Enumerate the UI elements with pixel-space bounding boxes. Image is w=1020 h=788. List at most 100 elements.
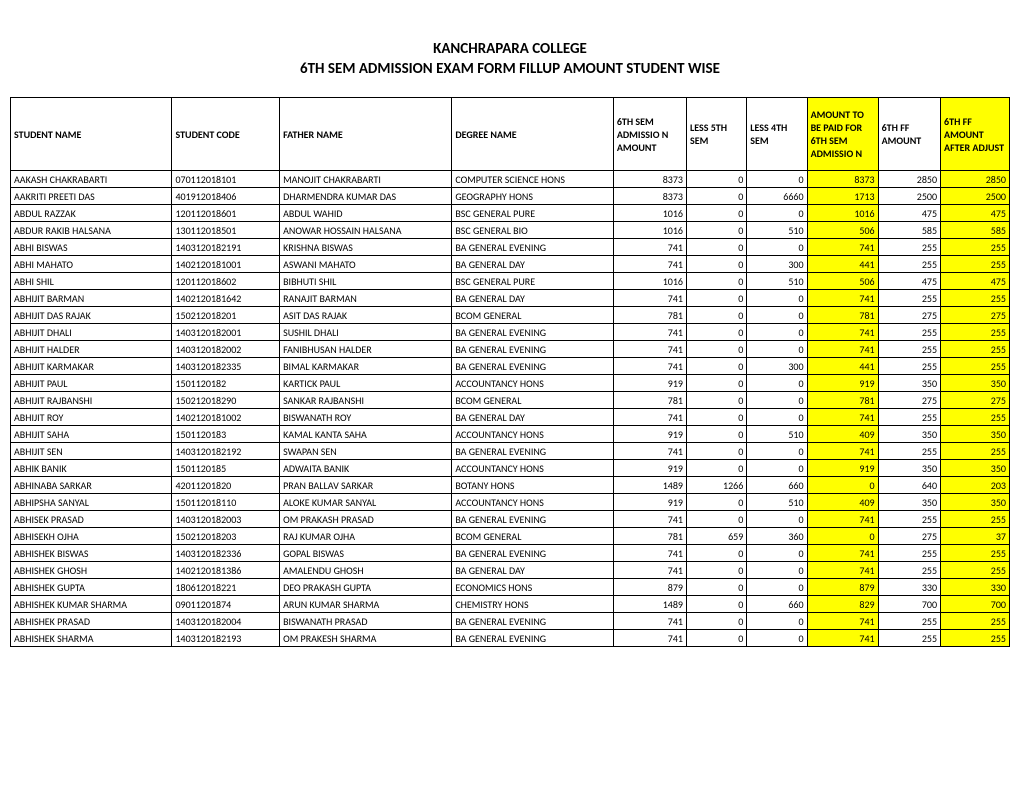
table-cell: ABHIJIT SAHA: [11, 426, 172, 443]
table-cell: 0: [687, 613, 747, 630]
table-cell: 0: [687, 358, 747, 375]
table-cell: 150212018290: [172, 392, 280, 409]
table-cell: 255: [941, 290, 1010, 307]
table-cell: 8373: [613, 171, 686, 188]
table-cell: 350: [941, 494, 1010, 511]
table-cell: 255: [941, 256, 1010, 273]
table-cell: 150112018110: [172, 494, 280, 511]
table-cell: 0: [687, 392, 747, 409]
table-cell: 1403120182001: [172, 324, 280, 341]
table-row: ABHISHEK SHARMA1403120182193OM PRAKESH S…: [11, 630, 1010, 647]
table-cell: 741: [613, 290, 686, 307]
table-cell: 0: [747, 443, 807, 460]
table-cell: 275: [941, 307, 1010, 324]
table-cell: ABHIJIT RAJBANSHI: [11, 392, 172, 409]
table-row: ABDUL RAZZAK120112018601ABDUL WAHIDBSC G…: [11, 205, 1010, 222]
table-cell: 1501120183: [172, 426, 280, 443]
table-row: ABHISHEK KUMAR SHARMA09011201874ARUN KUM…: [11, 596, 1010, 613]
table-cell: 255: [941, 630, 1010, 647]
table-cell: 1402120181002: [172, 409, 280, 426]
table-row: ABHIJIT SEN1403120182192SWAPAN SENBA GEN…: [11, 443, 1010, 460]
table-cell: BA GENERAL DAY: [452, 256, 613, 273]
table-cell: 300: [747, 256, 807, 273]
table-cell: 0: [747, 392, 807, 409]
table-cell: ABHIPSHA SANYAL: [11, 494, 172, 511]
table-cell: ABHISHEK GHOSH: [11, 562, 172, 579]
table-cell: SUSHIL DHALI: [280, 324, 452, 341]
table-cell: BISWANATH PRASAD: [280, 613, 452, 630]
table-cell: ANOWAR HOSSAIN HALSANA: [280, 222, 452, 239]
table-cell: ABHISHEK SHARMA: [11, 630, 172, 647]
table-cell: 255: [878, 290, 940, 307]
table-cell: 0: [687, 630, 747, 647]
table-cell: COMPUTER SCIENCE HONS: [452, 171, 613, 188]
table-cell: 0: [747, 290, 807, 307]
table-cell: ABHIJIT DAS RAJAK: [11, 307, 172, 324]
table-row: ABDUR RAKIB HALSANA130112018501ANOWAR HO…: [11, 222, 1010, 239]
table-cell: 255: [941, 443, 1010, 460]
table-row: ABHISEKH OJHA150212018203RAJ KUMAR OJHAB…: [11, 528, 1010, 545]
table-cell: 1402120181642: [172, 290, 280, 307]
table-cell: 0: [747, 545, 807, 562]
table-cell: ABDUL RAZZAK: [11, 205, 172, 222]
table-cell: 0: [687, 409, 747, 426]
table-cell: 2500: [941, 188, 1010, 205]
table-cell: 0: [747, 511, 807, 528]
table-cell: 0: [687, 324, 747, 341]
table-cell: ABHISHEK BISWAS: [11, 545, 172, 562]
table-cell: BIBHUTI SHIL: [280, 273, 452, 290]
table-cell: 0: [747, 460, 807, 477]
table-row: ABHI BISWAS1403120182191KRISHNA BISWASBA…: [11, 239, 1010, 256]
table-cell: 0: [687, 494, 747, 511]
table-cell: 2850: [878, 171, 940, 188]
table-cell: 475: [878, 273, 940, 290]
table-cell: BA GENERAL DAY: [452, 409, 613, 426]
table-cell: 255: [878, 341, 940, 358]
table-cell: 441: [807, 358, 878, 375]
table-cell: 255: [941, 324, 1010, 341]
table-cell: 255: [878, 613, 940, 630]
table-cell: 070112018101: [172, 171, 280, 188]
table-cell: 506: [807, 222, 878, 239]
table-cell: ABHIJIT PAUL: [11, 375, 172, 392]
table-cell: PRAN BALLAV SARKAR: [280, 477, 452, 494]
table-cell: 09011201874: [172, 596, 280, 613]
table-cell: ABHISHEK KUMAR SHARMA: [11, 596, 172, 613]
table-cell: 409: [807, 494, 878, 511]
table-cell: BCOM GENERAL: [452, 307, 613, 324]
student-table: STUDENT NAMESTUDENT CODEFATHER NAMEDEGRE…: [10, 97, 1010, 647]
table-cell: 1403120182002: [172, 341, 280, 358]
table-cell: 350: [878, 426, 940, 443]
table-cell: 741: [807, 341, 878, 358]
table-cell: 0: [687, 562, 747, 579]
table-cell: 0: [747, 579, 807, 596]
table-cell: 781: [613, 307, 686, 324]
table-cell: GEOGRAPHY HONS: [452, 188, 613, 205]
table-cell: ECONOMICS HONS: [452, 579, 613, 596]
table-cell: 1501120185: [172, 460, 280, 477]
table-cell: 1016: [613, 205, 686, 222]
table-cell: ACCOUNTANCY HONS: [452, 460, 613, 477]
table-row: ABHINABA SARKAR42011201820PRAN BALLAV SA…: [11, 477, 1010, 494]
table-cell: DHARMENDRA KUMAR DAS: [280, 188, 452, 205]
table-cell: 0: [747, 375, 807, 392]
table-cell: 741: [613, 443, 686, 460]
table-cell: 409: [807, 426, 878, 443]
table-cell: 919: [613, 426, 686, 443]
table-cell: 130112018501: [172, 222, 280, 239]
table-cell: ABHISHEK GUPTA: [11, 579, 172, 596]
table-cell: BA GENERAL EVENING: [452, 511, 613, 528]
table-cell: 255: [941, 341, 1010, 358]
table-body: AAKASH CHAKRABARTI070112018101MANOJIT CH…: [11, 171, 1010, 647]
table-cell: 275: [878, 392, 940, 409]
table-cell: 1402120181001: [172, 256, 280, 273]
col-header: LESS 5TH SEM: [687, 98, 747, 171]
table-cell: ABHIJIT SEN: [11, 443, 172, 460]
table-cell: 0: [747, 171, 807, 188]
table-cell: 150212018201: [172, 307, 280, 324]
table-cell: ABDUL WAHID: [280, 205, 452, 222]
table-cell: 475: [878, 205, 940, 222]
table-cell: 0: [687, 273, 747, 290]
table-cell: 401912018406: [172, 188, 280, 205]
table-cell: 0: [687, 375, 747, 392]
